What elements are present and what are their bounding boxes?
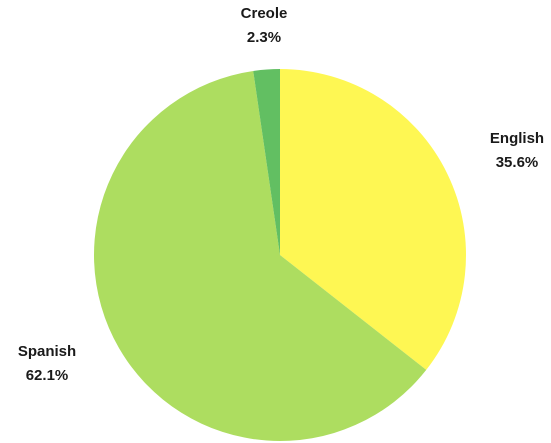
slice-label-spanish: Spanish: [18, 343, 76, 360]
slice-label-english: English: [490, 130, 544, 147]
pie-slice-english: [280, 69, 466, 370]
pie-slice-spanish: [93, 70, 427, 442]
pie-slice-creole: [253, 69, 280, 255]
slice-value-english: 35.6%: [496, 154, 539, 171]
slice-label-creole: Creole: [241, 5, 288, 22]
labels-layer: English 35.6% Spanish 62.1% Creole 2.3%: [18, 5, 544, 384]
slices-layer: [93, 69, 466, 442]
slice-value-spanish: 62.1%: [26, 367, 69, 384]
slice-value-creole: 2.3%: [247, 29, 281, 46]
